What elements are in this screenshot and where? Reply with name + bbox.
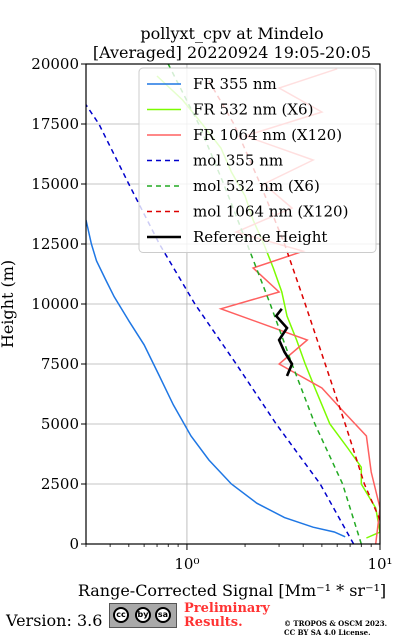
chart-legend: FR 355 nm FR 532 nm (X6) FR 1064 nm (X120)…: [138, 67, 377, 253]
legend-label: FR 355 nm: [193, 75, 277, 93]
axes: 0 2500 5000 7500 10000 12500 15000 17500 20000 10…: [31, 55, 392, 573]
series-line-4: [167, 64, 363, 544]
cc-icon: cc: [113, 607, 129, 623]
by-icon: by: [135, 607, 151, 623]
legend-label: FR 532 nm (X6): [193, 101, 313, 119]
x-tick-label: 10¹: [367, 555, 392, 573]
legend-label: mol 532 nm (X6): [193, 177, 320, 195]
chart-title: pollyxt_cpv at Mindelo: [140, 24, 323, 43]
y-tick-label: 7500: [41, 355, 79, 373]
chart-subtitle: [Averaged] 20220924 19:05-20:05: [93, 43, 371, 62]
legend-label: FR 1064 nm (X120): [193, 126, 342, 144]
y-tick-label: 10000: [31, 295, 79, 313]
y-tick-label: 20000: [31, 55, 79, 73]
copyright-note: © TROPOS & OSCM 2023. CC BY SA 4.0 Licen…: [284, 619, 387, 637]
preliminary-line1: Preliminary: [184, 601, 270, 616]
legend-label: Reference Height: [193, 228, 327, 246]
y-tick-label: 2500: [41, 475, 79, 493]
legend-box: [138, 67, 377, 253]
legend-label: mol 355 nm: [193, 152, 283, 170]
series-line-0: [86, 219, 346, 538]
x-tick-label: 10⁰: [174, 555, 199, 573]
y-tick-label: 17500: [31, 115, 79, 133]
x-axis-label: Range-Corrected Signal [Mm⁻¹ * sr⁻¹]: [78, 581, 386, 600]
y-tick-label: 12500: [31, 235, 79, 253]
series-layer: [86, 64, 380, 544]
series-line-3: [86, 104, 355, 544]
cc-license-badge: cc by sa: [109, 603, 177, 628]
y-axis-label: Height (m): [0, 260, 17, 348]
legend-label: mol 1064 nm (X120): [193, 203, 348, 221]
preliminary-results-note: Preliminary Results.: [184, 602, 270, 630]
series-line-6: [274, 308, 294, 377]
y-tick-label: 15000: [31, 175, 79, 193]
y-tick-label: 5000: [41, 415, 79, 433]
version-text: Version: 3.6: [6, 611, 103, 630]
copyright-line1: © TROPOS & OSCM 2023.: [284, 619, 388, 628]
preliminary-line2: Results.: [184, 615, 243, 630]
sa-icon: sa: [155, 607, 171, 623]
copyright-line2: CC BY SA 4.0 License.: [284, 628, 371, 637]
y-tick-label: 0: [69, 535, 79, 553]
